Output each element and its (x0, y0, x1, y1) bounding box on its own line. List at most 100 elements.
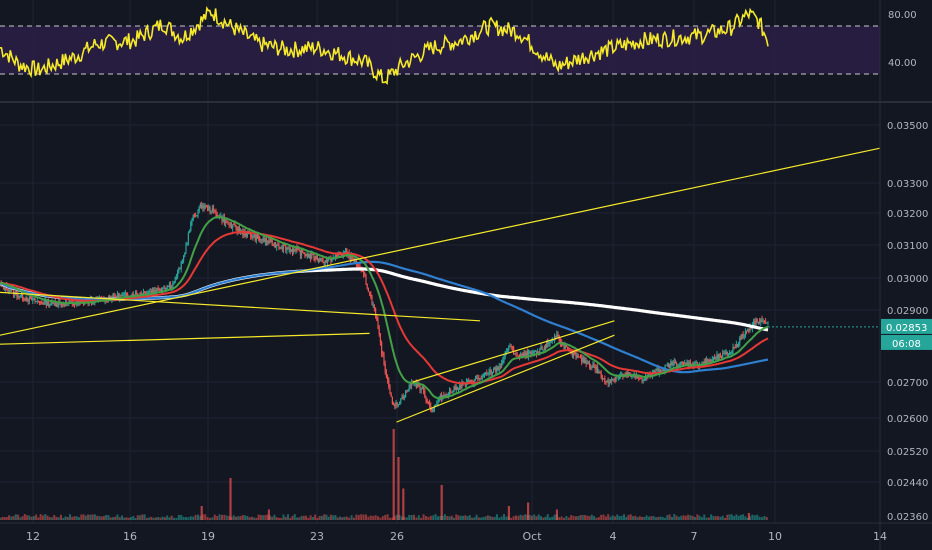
candle-body (496, 367, 498, 372)
volume-bar (338, 516, 341, 520)
candle-body (469, 379, 471, 383)
volume-bar (586, 515, 589, 520)
candle-body (164, 287, 166, 290)
candle-body (762, 321, 764, 322)
candle-body (335, 254, 338, 256)
candle-body (530, 351, 532, 355)
volume-bar (8, 515, 11, 520)
volume-bar (327, 516, 330, 520)
candle-body (542, 349, 544, 351)
volume-bar (336, 517, 339, 520)
volume-bar (282, 514, 285, 520)
candle-body (450, 390, 452, 392)
volume-bar (311, 517, 314, 520)
candle-body (187, 232, 189, 243)
candle-body (272, 244, 274, 246)
volume-bar (197, 514, 199, 520)
volume-bar (524, 514, 527, 520)
volume-bar (168, 517, 171, 520)
volume-bar (668, 514, 671, 520)
volume-bar (248, 517, 251, 520)
volume-bar (575, 516, 577, 520)
volume-bar (91, 514, 94, 520)
candle-body (396, 402, 398, 405)
candle-body (502, 360, 504, 364)
volume-bar (26, 515, 29, 520)
candle-body (42, 303, 44, 305)
candle-body (319, 259, 321, 262)
candle-body (192, 214, 194, 221)
candle-body (483, 373, 486, 376)
candle-body (331, 259, 333, 262)
volume-bar (48, 516, 51, 520)
candle-body (376, 314, 378, 321)
candle-body (394, 404, 396, 407)
candle-body (767, 322, 769, 324)
candle-body (302, 249, 304, 253)
volume-bar (192, 516, 195, 520)
candle-body (234, 224, 236, 226)
candle-body (273, 242, 276, 245)
volume-spike (200, 506, 203, 520)
candle-body (401, 396, 403, 400)
candle-body (227, 221, 229, 225)
candle-body (599, 371, 601, 374)
candle-body (35, 301, 37, 302)
candle-body (491, 372, 494, 374)
volume-bar (728, 514, 731, 520)
price-tick-label: 0.02900 (887, 306, 928, 317)
volume-bar (28, 515, 31, 520)
candle-body (300, 249, 303, 256)
candle-body (443, 395, 445, 397)
volume-bar (386, 514, 389, 520)
candle-body (294, 248, 296, 251)
volume-bar (618, 516, 621, 520)
candle-body (704, 361, 707, 363)
candle-body (581, 357, 583, 362)
candle-body (503, 356, 505, 361)
candle-body (461, 382, 463, 388)
candle-body (338, 254, 340, 256)
price-tick-label: 0.02600 (887, 414, 928, 425)
volume-bar (620, 515, 623, 520)
candle-body (230, 224, 233, 229)
candle-body (113, 294, 115, 297)
volume-bar (408, 514, 411, 520)
volume-bar (714, 516, 717, 520)
volume-bar (689, 515, 692, 520)
candle-body (40, 302, 42, 303)
volume-bar (512, 516, 515, 520)
volume-bar (206, 517, 209, 520)
candle-body (725, 351, 727, 354)
volume-bar (723, 517, 726, 520)
volume-bar (666, 515, 669, 520)
volume-bar (422, 514, 425, 520)
candle-body (517, 355, 519, 357)
price-pane (0, 103, 881, 523)
volume-bar (457, 515, 460, 520)
volume-bar (675, 515, 678, 520)
volume-bar (560, 516, 563, 520)
volume-bar (329, 514, 332, 520)
candle-body (532, 353, 534, 354)
candle-body (603, 378, 605, 380)
candle-body (482, 375, 484, 377)
candle-body (346, 248, 348, 255)
candle-body (245, 233, 247, 237)
candle-body (431, 410, 433, 412)
candle-body (417, 383, 419, 388)
candle-body (452, 391, 454, 393)
volume-spike (440, 485, 443, 520)
candle-body (150, 290, 152, 293)
candle-body (299, 250, 302, 256)
volume-bar (323, 514, 326, 520)
volume-bar (584, 515, 587, 520)
volume-bar (199, 515, 202, 520)
candle-body (689, 362, 692, 366)
volume-bar (493, 516, 496, 520)
candle-body (330, 256, 332, 262)
candle-body (686, 362, 688, 365)
volume-bar (539, 516, 542, 520)
volume-bar (82, 514, 85, 520)
